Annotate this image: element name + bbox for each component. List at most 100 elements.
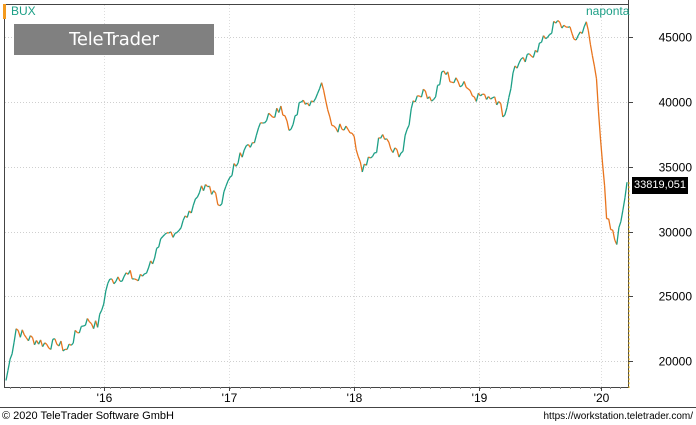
price-segment: [39, 339, 44, 347]
source-url[interactable]: https://workstation.teletrader.com/: [543, 411, 693, 422]
price-segment: [516, 62, 520, 69]
price-segment: [414, 95, 418, 103]
price-segment: [402, 135, 406, 152]
price-segment: [382, 134, 386, 140]
watermark-light-text: TeleTrader: [69, 29, 159, 50]
y-tick-label: 35000: [659, 161, 693, 175]
price-segment: [483, 94, 488, 100]
price-segment: [571, 33, 575, 40]
y-tick-label: 25000: [659, 290, 693, 304]
price-segment: [7, 358, 11, 371]
price-segment: [386, 138, 390, 143]
price-segment: [439, 71, 443, 85]
price-segment: [101, 303, 105, 311]
price-segment: [490, 97, 493, 100]
price-segment: [422, 88, 426, 92]
price-segment: [587, 30, 592, 45]
price-segment: [156, 246, 160, 249]
price-segment: [190, 205, 194, 214]
price-segment: [441, 70, 445, 73]
price-series: [5, 20, 628, 381]
price-segment: [394, 147, 398, 151]
price-segment: [257, 122, 262, 129]
price-segment: [42, 342, 46, 348]
price-segment: [549, 32, 553, 36]
y-tick-label: 20000: [659, 355, 693, 369]
price-segment: [280, 105, 284, 116]
price-segment: [327, 109, 331, 117]
price-segment: [518, 58, 522, 64]
price-segment: [624, 182, 628, 198]
price-segment: [158, 238, 162, 248]
price-segment: [215, 193, 219, 205]
price-segment: [479, 93, 483, 97]
y-tick-label: 30000: [659, 226, 693, 240]
price-segment: [431, 98, 434, 102]
price-segment: [107, 278, 111, 284]
price-segment: [475, 92, 480, 102]
x-tick-label: '19: [472, 391, 488, 405]
price-segment: [50, 339, 54, 350]
price-segment: [603, 185, 608, 219]
price-segment: [420, 89, 425, 98]
price-segment: [536, 42, 541, 53]
price-segment: [105, 283, 109, 292]
price-segment: [78, 326, 82, 334]
price-segment: [455, 77, 459, 82]
price-segment: [337, 123, 341, 133]
price-segment: [89, 321, 92, 325]
price-segment: [66, 343, 70, 350]
price-segment: [151, 257, 156, 265]
price-segment: [618, 221, 622, 228]
price-segment: [60, 340, 64, 352]
price-segment: [559, 22, 563, 29]
price-segment: [612, 229, 616, 241]
price-segment: [264, 120, 268, 124]
price-segment: [225, 180, 229, 187]
price-segment: [601, 164, 606, 186]
price-segment: [147, 260, 152, 269]
price-segment: [375, 137, 380, 153]
price-segment: [137, 274, 142, 281]
price-segment: [396, 149, 400, 158]
copyright-text: © 2020 TeleTrader Software GmbH: [2, 410, 174, 422]
period-label[interactable]: naponta: [586, 4, 630, 18]
price-segment: [141, 273, 145, 277]
price-segment: [23, 334, 27, 339]
price-segment: [123, 272, 127, 277]
price-segment: [563, 24, 567, 28]
price-segment: [205, 184, 209, 188]
price-segment: [237, 152, 241, 164]
price-segment: [434, 85, 439, 98]
price-segment: [453, 77, 457, 83]
price-segment: [428, 96, 433, 102]
price-segment: [451, 81, 455, 84]
price-segment: [333, 125, 337, 129]
price-segment: [196, 192, 200, 198]
price-segment: [569, 26, 573, 34]
price-segment: [398, 152, 402, 158]
price-segment: [347, 129, 351, 134]
price-segment: [345, 125, 349, 130]
price-segment: [378, 137, 381, 139]
price-segment: [589, 44, 594, 56]
price-segment: [83, 324, 86, 327]
price-segment: [21, 329, 25, 336]
price-segment: [27, 335, 32, 342]
price-segment: [84, 318, 89, 326]
price-segment: [170, 231, 174, 238]
price-segment: [192, 198, 197, 206]
price-segment: [176, 229, 180, 233]
price-segment: [361, 163, 365, 173]
price-segment: [245, 143, 249, 147]
price-segment: [504, 107, 508, 116]
price-segment: [290, 124, 294, 130]
symbol-label: BUX: [3, 4, 36, 19]
price-segment: [227, 176, 231, 182]
price-segment: [160, 236, 164, 240]
price-segment: [178, 227, 182, 231]
price-segment: [29, 335, 33, 338]
price-segment: [498, 101, 502, 105]
price-segment: [410, 100, 414, 110]
